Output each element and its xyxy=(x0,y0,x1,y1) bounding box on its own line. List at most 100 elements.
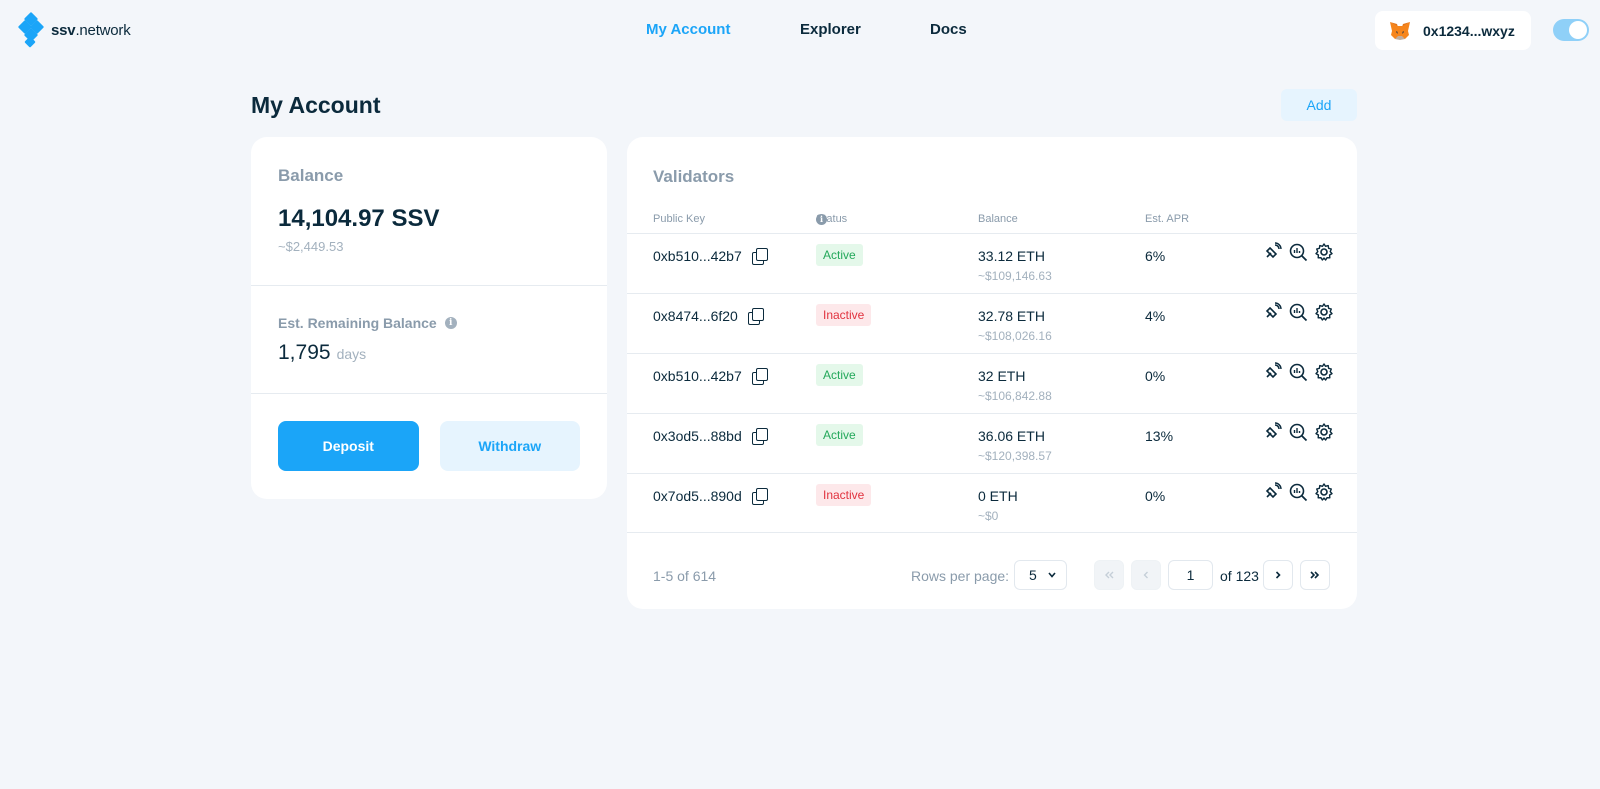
balance-eth: 33.12 ETH xyxy=(978,248,1045,264)
balance-usd: ~$0 xyxy=(978,509,999,523)
public-key: 0x7od5...890d xyxy=(653,488,742,504)
table-row[interactable]: 0xb510...42b7 Active 32 ETH ~$106,842.88… xyxy=(627,353,1357,413)
first-page-icon xyxy=(1105,571,1114,579)
balance-usd: ~$109,146.63 xyxy=(978,269,1052,283)
explorer-search-icon[interactable] xyxy=(1288,362,1308,382)
balance-eth: 36.06 ETH xyxy=(978,428,1045,444)
status-badge: Active xyxy=(816,244,863,266)
est-apr: 6% xyxy=(1145,248,1166,264)
copy-icon[interactable] xyxy=(751,488,768,505)
balance-usd: ~$108,026.16 xyxy=(978,329,1052,343)
row-actions xyxy=(1262,242,1334,262)
status-badge: Inactive xyxy=(816,304,872,326)
satellite-icon[interactable] xyxy=(1262,422,1282,442)
remaining-days-number: 1,795 xyxy=(278,341,331,364)
explorer-search-icon[interactable] xyxy=(1288,302,1308,322)
next-page-button[interactable] xyxy=(1263,560,1293,590)
row-actions xyxy=(1262,482,1334,502)
column-est-apr: Est. APR xyxy=(1145,213,1190,225)
balance-eth: 32.78 ETH xyxy=(978,308,1045,324)
gear-icon[interactable] xyxy=(1314,422,1334,442)
satellite-icon[interactable] xyxy=(1262,482,1282,502)
table-row[interactable]: 0x3od5...88bd Active 36.06 ETH ~$120,398… xyxy=(627,413,1357,473)
balance-section: Balance 14,104.97 SSV ~$2,449.53 xyxy=(251,137,607,286)
pagination-bar: 1-5 of 614 Rows per page: 5 of 123 xyxy=(627,560,1357,590)
rows-per-page-label: Rows per page: xyxy=(911,568,1010,584)
copy-icon[interactable] xyxy=(747,308,764,325)
balance-eth: 0 ETH xyxy=(978,488,1018,504)
remaining-days-unit: days xyxy=(336,346,367,362)
column-status: Status i xyxy=(816,213,847,225)
page-number-input[interactable] xyxy=(1168,560,1213,590)
logo-text-rest: .network xyxy=(75,21,131,39)
balance-actions: Deposit Withdraw xyxy=(251,394,607,471)
validators-table-body: 0xb510...42b7 Active 33.12 ETH ~$109,146… xyxy=(627,233,1357,533)
remaining-balance-value: 1,795 days xyxy=(278,341,580,365)
status-badge: Active xyxy=(816,364,863,386)
metamask-fox-icon xyxy=(1390,21,1410,40)
top-header: ssv.network My Account Explorer Docs 0x1… xyxy=(0,0,1600,62)
satellite-icon[interactable] xyxy=(1262,302,1282,322)
public-key-cell: 0xb510...42b7 xyxy=(653,248,768,265)
est-apr: 4% xyxy=(1145,308,1166,324)
public-key: 0xb510...42b7 xyxy=(653,248,742,264)
status-badge: Inactive xyxy=(816,484,872,506)
balance-eth: 32 ETH xyxy=(978,368,1026,384)
page-title: My Account xyxy=(251,92,381,118)
column-public-key: Public Key xyxy=(653,213,705,225)
balance-usd: ~$106,842.88 xyxy=(978,389,1052,403)
wallet-button[interactable]: 0x1234...wxyz xyxy=(1375,11,1531,50)
status-info-icon[interactable]: i xyxy=(816,213,827,225)
rows-per-page-select[interactable]: 5 xyxy=(1014,560,1067,590)
next-page-icon xyxy=(1275,571,1281,579)
table-row[interactable]: 0x7od5...890d Inactive 0 ETH ~$0 0% xyxy=(627,473,1357,533)
add-button[interactable]: Add xyxy=(1281,89,1357,121)
public-key-cell: 0x3od5...88bd xyxy=(653,428,768,445)
copy-icon[interactable] xyxy=(751,428,768,445)
table-row[interactable]: 0x8474...6f20 Inactive 32.78 ETH ~$108,0… xyxy=(627,293,1357,353)
row-actions xyxy=(1262,362,1334,382)
deposit-button[interactable]: Deposit xyxy=(278,421,419,471)
theme-toggle[interactable] xyxy=(1553,19,1589,41)
gear-icon[interactable] xyxy=(1314,242,1334,262)
row-actions xyxy=(1262,422,1334,442)
page-total: of 123 xyxy=(1220,568,1259,584)
validators-title: Validators xyxy=(653,167,735,186)
nav-my-account[interactable]: My Account xyxy=(646,21,731,38)
logo-text-bold: ssv xyxy=(51,21,76,39)
chevron-down-icon xyxy=(1048,572,1056,578)
public-key-cell: 0xb510...42b7 xyxy=(653,368,768,385)
last-page-button[interactable] xyxy=(1300,560,1330,590)
explorer-search-icon[interactable] xyxy=(1288,242,1308,262)
public-key-cell: 0x7od5...890d xyxy=(653,488,768,505)
copy-icon[interactable] xyxy=(751,248,768,265)
balance-usd: ~$120,398.57 xyxy=(978,449,1052,463)
info-icon[interactable]: i xyxy=(444,317,457,329)
satellite-icon[interactable] xyxy=(1262,362,1282,382)
nav-docs[interactable]: Docs xyxy=(930,21,967,38)
satellite-icon[interactable] xyxy=(1262,242,1282,262)
remaining-balance-section: Est. Remaining Balance i 1,795 days xyxy=(251,286,607,394)
last-page-icon xyxy=(1310,571,1320,579)
public-key: 0x8474...6f20 xyxy=(653,308,738,324)
first-page-button[interactable] xyxy=(1094,560,1124,590)
remaining-balance-label: Est. Remaining Balance i xyxy=(278,315,580,331)
rows-per-page-value: 5 xyxy=(1029,567,1037,583)
est-apr: 0% xyxy=(1145,488,1166,504)
prev-page-icon xyxy=(1143,571,1148,579)
prev-page-button[interactable] xyxy=(1131,560,1161,590)
remaining-balance-label-text: Est. Remaining Balance xyxy=(278,315,437,331)
gear-icon[interactable] xyxy=(1314,302,1334,322)
copy-icon[interactable] xyxy=(751,368,768,385)
ssv-logo[interactable]: ssv.network xyxy=(17,11,131,48)
withdraw-button[interactable]: Withdraw xyxy=(439,421,580,471)
explorer-search-icon[interactable] xyxy=(1288,482,1308,502)
table-row[interactable]: 0xb510...42b7 Active 33.12 ETH ~$109,146… xyxy=(627,233,1357,293)
logo-text: ssv.network xyxy=(51,22,131,39)
gear-icon[interactable] xyxy=(1314,482,1334,502)
gear-icon[interactable] xyxy=(1314,362,1334,382)
explorer-search-icon[interactable] xyxy=(1288,422,1308,442)
wallet-address: 0x1234...wxyz xyxy=(1423,22,1515,39)
nav-explorer[interactable]: Explorer xyxy=(800,21,861,38)
pagination-range: 1-5 of 614 xyxy=(653,568,717,584)
